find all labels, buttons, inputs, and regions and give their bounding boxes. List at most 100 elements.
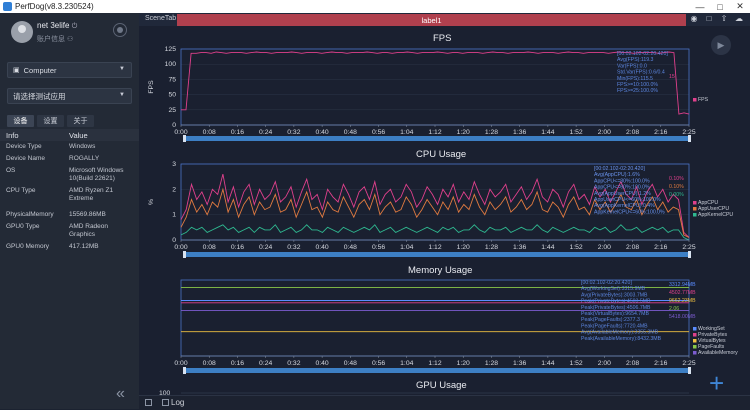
- stat-text: AppCPU<=60%:100.0%: [594, 185, 650, 191]
- fps-time-scrollbar[interactable]: [183, 135, 691, 142]
- legend-swatch: [693, 213, 697, 217]
- x-tick-label: 1:44: [541, 360, 554, 367]
- memory-current-value: 4502.77MB: [669, 290, 696, 296]
- legend-label: AppUserCPU: [698, 206, 729, 212]
- info-key: PhysicalMemory: [6, 211, 54, 218]
- cloud-icon[interactable]: ☁: [735, 14, 743, 23]
- avatar[interactable]: [11, 21, 33, 43]
- scene-label[interactable]: label1: [177, 14, 686, 26]
- info-key: CPU Type: [6, 187, 36, 194]
- x-tick-label: 1:28: [485, 244, 498, 251]
- gpu-ytick: 100: [159, 390, 171, 397]
- power-icon[interactable]: ⏻: [71, 23, 78, 30]
- log-bar: Log: [139, 395, 750, 410]
- user-name-text: net 3elife: [37, 21, 70, 30]
- device-icon: ▣: [13, 67, 20, 74]
- account-info-link[interactable]: 账户信息 ⚇: [37, 34, 73, 44]
- y-tick-label: 50: [168, 92, 176, 99]
- x-tick-label: 1:28: [485, 360, 498, 367]
- x-tick-label: 1:04: [400, 244, 413, 251]
- legend-label: WorkingSet: [698, 326, 725, 332]
- add-chart-icon[interactable]: +: [709, 368, 725, 398]
- x-tick-label: 2:16: [654, 360, 667, 367]
- minimize-button[interactable]: —: [695, 1, 705, 12]
- info-key: OS: [6, 167, 16, 174]
- x-tick-label: 0:40: [315, 244, 328, 251]
- x-tick-label: 2:25: [682, 129, 695, 136]
- stat-text: Avg(WorkingSet):3315.9MB: [581, 286, 646, 292]
- log-checkbox[interactable]: [162, 399, 169, 406]
- x-tick-label: 1:52: [569, 129, 582, 136]
- legend-swatch: [693, 351, 697, 355]
- play-icon[interactable]: ▶: [711, 35, 731, 55]
- location-icon[interactable]: ◉: [690, 14, 698, 23]
- scene-tab[interactable]: SceneTab: [145, 15, 177, 22]
- cpu-series-line: [180, 224, 690, 241]
- x-tick-label: 0:16: [231, 129, 244, 136]
- memory-time-scrollbar[interactable]: [183, 367, 691, 374]
- x-tick-label: 1:12: [428, 360, 441, 367]
- folder-icon[interactable]: □: [706, 14, 712, 23]
- memory-chart: [00:02.102-02:20.420]Avg(WorkingSet):331…: [174, 279, 738, 367]
- y-tick-label: 75: [168, 76, 176, 83]
- maximize-button[interactable]: □: [717, 1, 723, 12]
- legend-label: AppCPU: [698, 200, 718, 206]
- cpu-current-value: 0.00%: [669, 192, 684, 198]
- app-select[interactable]: 请选择测试应用 ▼: [7, 88, 132, 104]
- stat-text: Peak(PrivateBytes):4503.5MB: [581, 299, 651, 305]
- upload-icon[interactable]: ⇧: [720, 14, 728, 23]
- stat-text: Avg(AppCPU):1.6%: [594, 172, 640, 178]
- legend-swatch: [693, 201, 697, 205]
- x-tick-label: 0:00: [174, 244, 187, 251]
- collapse-sidebar-icon[interactable]: «: [116, 385, 125, 402]
- settings-icon[interactable]: [113, 23, 127, 37]
- x-tick-label: 0:16: [231, 244, 244, 251]
- plot-frame: [180, 48, 690, 126]
- x-tick-label: 0:00: [174, 129, 187, 136]
- y-axis-label: %: [148, 199, 155, 205]
- cpu-current-value: 0.10%: [669, 184, 684, 190]
- x-tick-label: 1:04: [400, 129, 413, 136]
- info-key: GPU0 Memory: [6, 243, 49, 250]
- app-select-value: 请选择测试应用: [13, 91, 66, 101]
- close-button[interactable]: ✕: [736, 1, 744, 11]
- y-axis-label: FPS: [148, 80, 155, 94]
- cpu-chart: 0 1 2 3% [00:02.102-02:20.420]Avg(AppCPU):1.…: [148, 161, 733, 251]
- stat-text: Avg(AppKernelCPU):0.4%: [594, 203, 655, 209]
- info-key: GPU0 Type: [6, 223, 40, 230]
- app-logo-icon: [3, 2, 12, 11]
- x-tick-label: 0:08: [203, 129, 216, 136]
- tab-device[interactable]: 设备: [7, 115, 34, 127]
- x-tick-label: 1:44: [541, 244, 554, 251]
- x-tick-label: 2:00: [598, 360, 611, 367]
- x-tick-label: 2:25: [682, 244, 695, 251]
- tab-about[interactable]: 关于: [67, 115, 94, 127]
- tab-settings[interactable]: 设置: [37, 115, 64, 127]
- cpu-series-line: [180, 173, 690, 238]
- info-table-header: Info Value: [0, 129, 139, 141]
- user-name: net 3elife ⏻: [37, 21, 77, 31]
- info-header-value: Value: [69, 130, 88, 140]
- cpu-chart-title: CPU Usage: [416, 149, 467, 160]
- fps-current-alt: 15: [669, 74, 675, 80]
- x-tick-label: 1:52: [569, 360, 582, 367]
- cpu-time-scrollbar[interactable]: [183, 251, 691, 258]
- fps-chart: 0 25 50 75 100 125 FPS [00:02.102-02:20.420]Avg…: [148, 46, 709, 136]
- y-tick-label: 125: [165, 46, 177, 53]
- main-panel: SceneTab label1 ◉ □ ⇧ ☁ ▶ FPS 0 25 50 75 100…: [139, 13, 750, 410]
- y-tick-label: 100: [165, 61, 177, 68]
- x-tick-label: 1:12: [428, 244, 441, 251]
- legend-label: VirtualBytes: [698, 338, 726, 344]
- x-tick-label: 0:56: [372, 244, 385, 251]
- stat-text: Avg(PrivateBytes):3003.7MB: [581, 292, 648, 298]
- device-select[interactable]: ▣ Computer ▼: [7, 62, 132, 78]
- account-icon: ⚇: [66, 36, 74, 43]
- x-tick-label: 0:16: [231, 360, 244, 367]
- x-tick-label: 0:24: [259, 360, 272, 367]
- log-expand-icon[interactable]: [145, 399, 152, 406]
- x-tick-label: 2:00: [598, 244, 611, 251]
- x-tick-label: 1:04: [400, 360, 413, 367]
- x-tick-label: 1:36: [513, 129, 526, 136]
- x-tick-label: 1:52: [569, 244, 582, 251]
- legend-swatch: [693, 345, 697, 349]
